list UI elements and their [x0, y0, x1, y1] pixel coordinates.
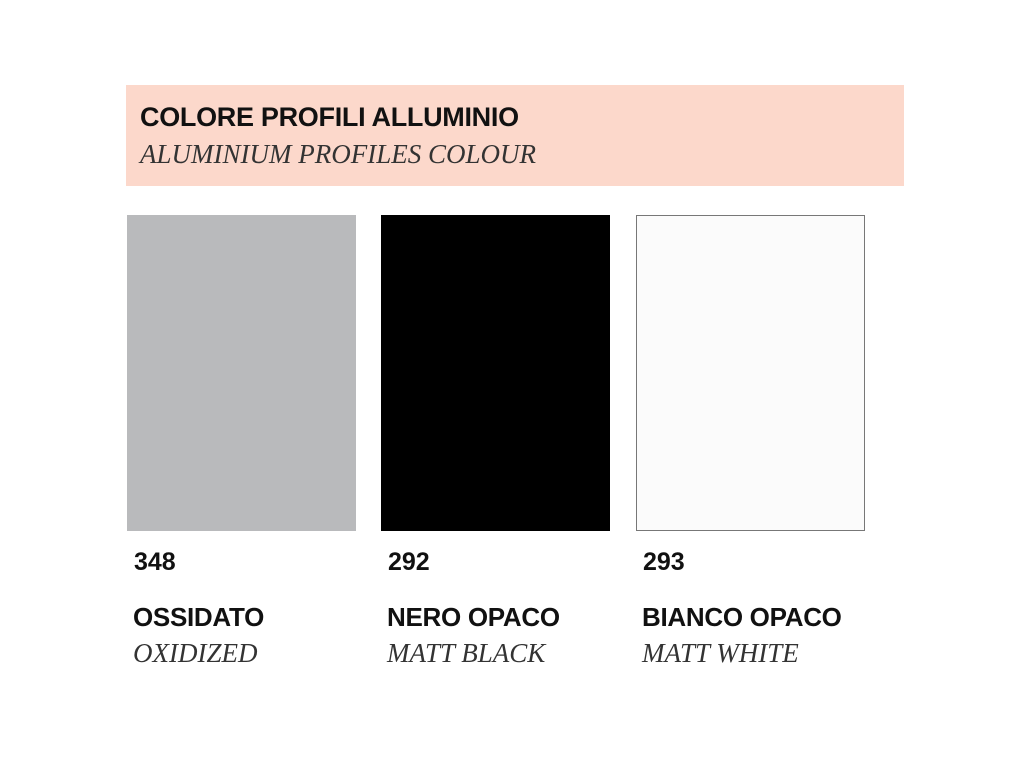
color-name: OSSIDATO [133, 602, 264, 632]
color-name: NERO OPACO [387, 602, 560, 632]
color-code: 348 [134, 548, 176, 576]
color-card-oxidized: 348 OSSIDATO OXIDIZED [127, 215, 356, 668]
color-name-english: OXIDIZED [133, 638, 258, 668]
color-code: 293 [643, 548, 685, 576]
color-code: 292 [388, 548, 430, 576]
color-name: BIANCO OPACO [642, 602, 842, 632]
header-banner: COLORE PROFILI ALLUMINIO ALUMINIUM PROFI… [126, 85, 904, 186]
color-name-english: MATT WHITE [642, 638, 799, 668]
color-swatch [127, 215, 356, 531]
color-swatch [381, 215, 610, 531]
page-title: COLORE PROFILI ALLUMINIO [140, 102, 519, 132]
color-card-matt-black: 292 NERO OPACO MATT BLACK [381, 215, 610, 668]
color-swatch [636, 215, 865, 531]
page-subtitle: ALUMINIUM PROFILES COLOUR [140, 139, 536, 169]
color-name-english: MATT BLACK [387, 638, 546, 668]
color-card-matt-white: 293 BIANCO OPACO MATT WHITE [636, 215, 865, 668]
